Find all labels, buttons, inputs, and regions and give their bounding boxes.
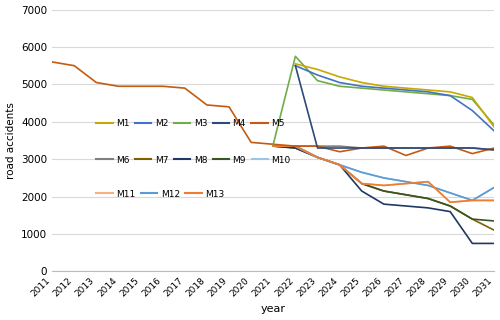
- Y-axis label: road accidents: road accidents: [6, 102, 16, 179]
- X-axis label: year: year: [261, 304, 286, 315]
- Legend: M11, M12, M13: M11, M12, M13: [96, 189, 224, 199]
